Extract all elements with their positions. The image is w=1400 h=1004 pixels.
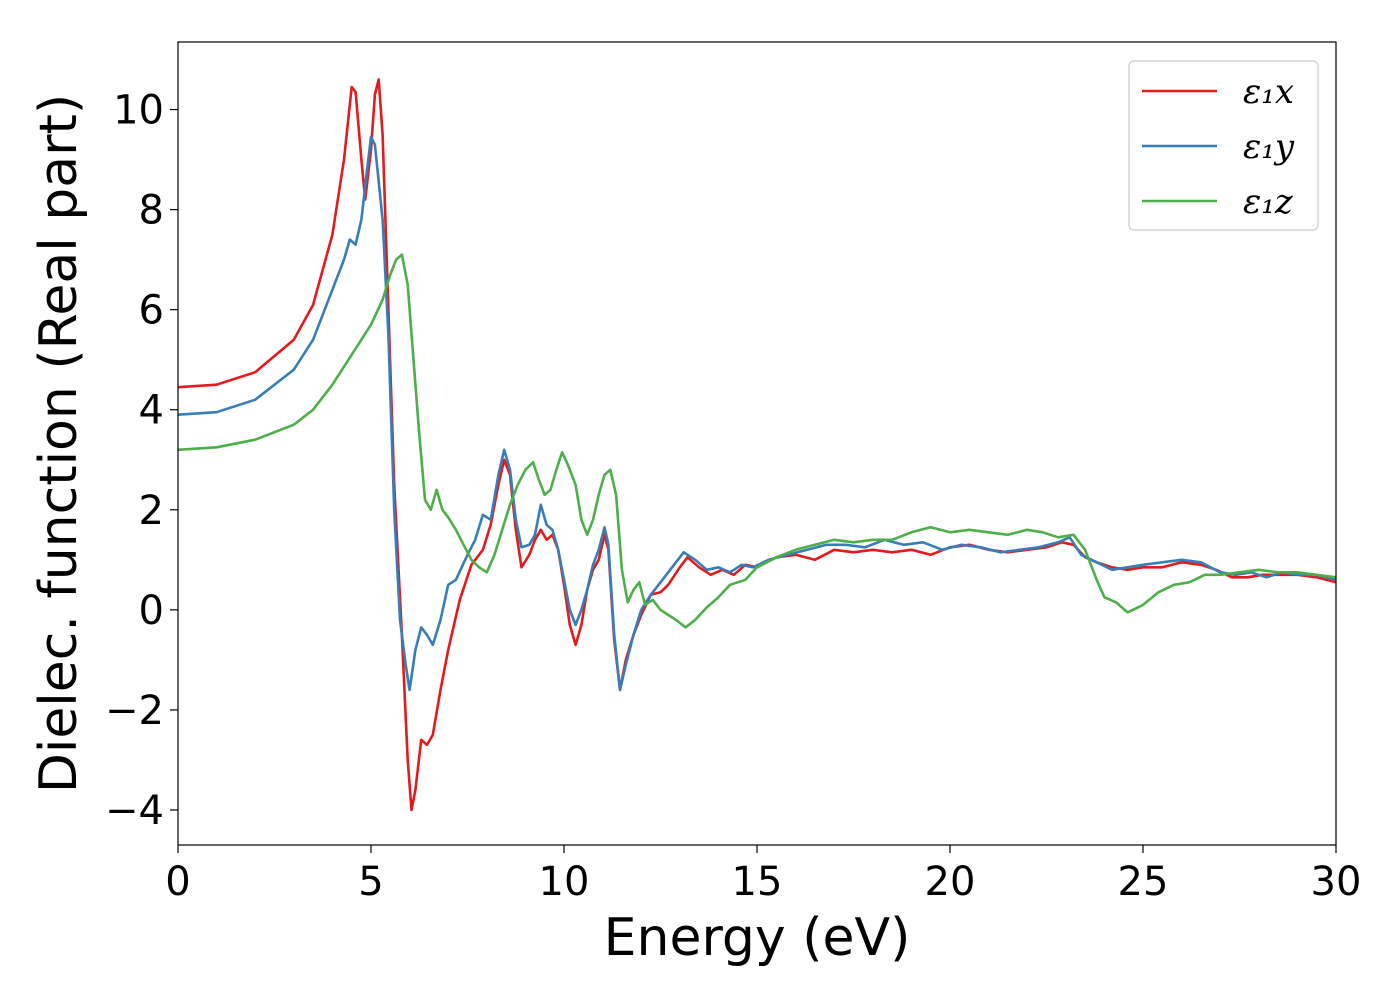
y-tick-label: 8 [139, 188, 164, 234]
x-tick-label: 30 [1311, 859, 1362, 905]
series-line-3 [178, 253, 1336, 629]
x-tick-label: 20 [925, 859, 976, 905]
x-tick-label: 5 [358, 859, 383, 905]
legend-label: ε₁z [1243, 182, 1294, 222]
x-tick-label: 15 [732, 859, 783, 905]
x-axis: 0 5 10 15 20 25 30 [165, 845, 1361, 905]
y-tick-label: 2 [139, 488, 164, 534]
legend-label: ε₁y [1243, 127, 1295, 167]
legend-label: ε₁x [1243, 72, 1294, 112]
legend-entry: ε₁x [1142, 72, 1294, 112]
x-tick-label: 10 [539, 859, 590, 905]
y-tick-label: 10 [113, 88, 164, 134]
y-tick-label: 4 [139, 388, 164, 434]
y-tick-label: −2 [105, 688, 164, 734]
series-line-2 [178, 135, 1336, 692]
series-layer [178, 78, 1336, 812]
y-tick-label: 6 [139, 288, 164, 334]
y-axis: −4 −2 0 2 4 6 8 10 [105, 88, 178, 834]
legend: ε₁x ε₁y ε₁z [1128, 60, 1319, 231]
y-axis-title: Dielec. function (Real part) [29, 94, 89, 793]
x-tick-label: 25 [1118, 859, 1169, 905]
legend-entry: ε₁z [1142, 182, 1294, 222]
legend-entry: ε₁y [1142, 127, 1295, 167]
legend-items: ε₁x ε₁y ε₁z [1142, 72, 1295, 222]
legend-box [1128, 60, 1319, 231]
x-axis-title: Energy (eV) [604, 908, 911, 968]
y-tick-label: 0 [139, 588, 164, 634]
x-tick-label: 0 [165, 859, 190, 905]
y-tick-label: −4 [105, 788, 164, 834]
